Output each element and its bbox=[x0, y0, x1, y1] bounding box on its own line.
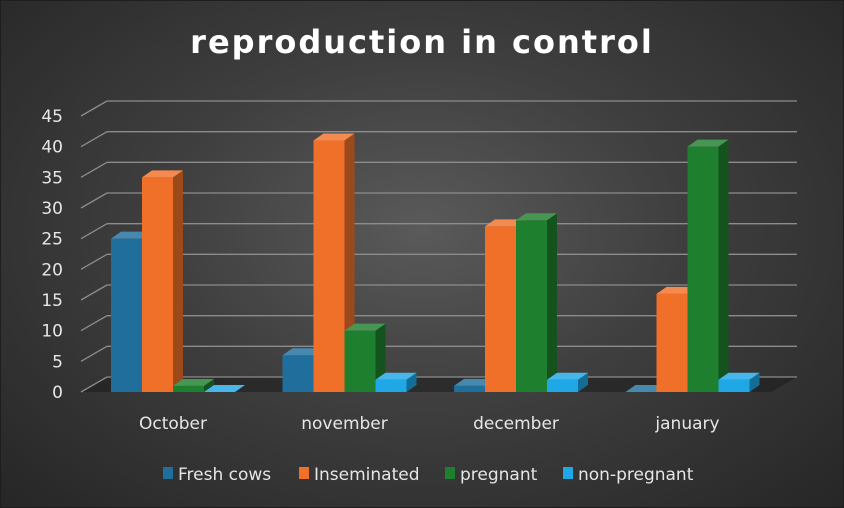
bar bbox=[142, 170, 183, 392]
legend-item: pregnant bbox=[445, 465, 538, 485]
x-tick-label: november bbox=[301, 414, 388, 434]
y-tick-label: 5 bbox=[52, 352, 63, 372]
gridline-side bbox=[80, 131, 108, 148]
bar bbox=[516, 213, 557, 392]
bar-top bbox=[173, 378, 214, 386]
bar-front bbox=[142, 177, 173, 392]
bar-top bbox=[142, 170, 183, 178]
bar-top bbox=[375, 372, 417, 380]
bar bbox=[204, 385, 245, 393]
bar bbox=[547, 372, 588, 392]
gridline-side bbox=[80, 223, 108, 240]
bar-front bbox=[687, 146, 719, 392]
gridline-side bbox=[80, 253, 108, 270]
bar-top bbox=[718, 372, 760, 380]
y-tick-label: 15 bbox=[41, 291, 63, 311]
bar-top bbox=[485, 219, 526, 227]
legend-label: Fresh cows bbox=[178, 465, 271, 485]
gridline-side bbox=[80, 100, 108, 117]
bar bbox=[313, 133, 355, 393]
bar bbox=[687, 139, 729, 392]
bar-top bbox=[516, 213, 557, 221]
y-tick-label: 35 bbox=[41, 168, 63, 188]
y-tick-label: 40 bbox=[41, 138, 63, 158]
bar-front bbox=[454, 385, 485, 392]
bar-side bbox=[204, 378, 214, 392]
legend-item: Inseminated bbox=[299, 465, 420, 485]
bars bbox=[111, 133, 760, 393]
legend-swatch bbox=[445, 467, 455, 479]
x-tick-label: january bbox=[654, 414, 719, 434]
bar-top bbox=[625, 385, 667, 392]
gridlines bbox=[80, 100, 797, 393]
legend-swatch bbox=[299, 467, 309, 479]
bar-top bbox=[282, 348, 324, 356]
bar-side bbox=[547, 213, 557, 392]
bar-front bbox=[485, 226, 516, 392]
bar bbox=[718, 372, 760, 392]
legend-label: non-pregnant bbox=[578, 465, 694, 485]
x-tick-label: October bbox=[139, 414, 207, 434]
category-labels: October november december january bbox=[139, 414, 720, 434]
y-tick-label: 25 bbox=[41, 230, 63, 250]
bar bbox=[173, 378, 214, 392]
bar-front bbox=[547, 379, 578, 392]
y-tick-label: 0 bbox=[52, 383, 63, 403]
chart-title: reproduction in control bbox=[190, 23, 654, 61]
bar-front bbox=[344, 330, 376, 392]
bar-front bbox=[282, 355, 314, 392]
gridline-side bbox=[80, 284, 108, 301]
y-tick-label: 10 bbox=[41, 322, 63, 342]
legend-label: Inseminated bbox=[314, 465, 420, 485]
bar-top bbox=[454, 378, 495, 386]
bar-front bbox=[111, 238, 142, 392]
gridline-side bbox=[80, 161, 108, 178]
bar-top bbox=[344, 323, 386, 331]
bar-side bbox=[749, 372, 760, 392]
y-tick-label: 45 bbox=[41, 107, 63, 127]
bar-front bbox=[656, 293, 688, 392]
y-axis-ticks: 0 5 10 15 20 25 30 35 40 45 bbox=[41, 107, 63, 403]
bar-top bbox=[656, 286, 698, 294]
bar-top bbox=[204, 385, 245, 392]
bar-side bbox=[718, 139, 729, 392]
y-tick-label: 20 bbox=[41, 260, 63, 280]
bar-front bbox=[375, 379, 407, 392]
bar-top bbox=[111, 231, 152, 239]
bar-top bbox=[547, 372, 588, 380]
bar-side bbox=[173, 170, 183, 392]
legend-item: Fresh cows bbox=[163, 465, 271, 485]
legend-swatch bbox=[163, 467, 173, 479]
bar bbox=[625, 385, 667, 393]
bar-side bbox=[578, 372, 588, 392]
bar bbox=[375, 372, 417, 392]
x-tick-label: december bbox=[473, 414, 559, 434]
legend-label: pregnant bbox=[460, 465, 538, 485]
gridline-side bbox=[80, 345, 108, 362]
y-tick-label: 30 bbox=[41, 199, 63, 219]
legend-swatch bbox=[563, 467, 573, 479]
bar-front bbox=[313, 140, 345, 392]
gridline-side bbox=[80, 376, 108, 393]
floor-plane bbox=[81, 377, 797, 392]
bar-side bbox=[406, 372, 417, 392]
bar-front bbox=[173, 385, 204, 392]
legend: Fresh cows Inseminated pregnant non-pregnan… bbox=[163, 465, 694, 485]
bar-front bbox=[516, 220, 547, 392]
bar-top bbox=[313, 133, 355, 141]
bar-front bbox=[718, 379, 750, 392]
gridline-side bbox=[80, 315, 108, 332]
gridline-side bbox=[80, 192, 108, 209]
bar-top bbox=[687, 139, 729, 147]
legend-item: non-pregnant bbox=[563, 465, 694, 485]
